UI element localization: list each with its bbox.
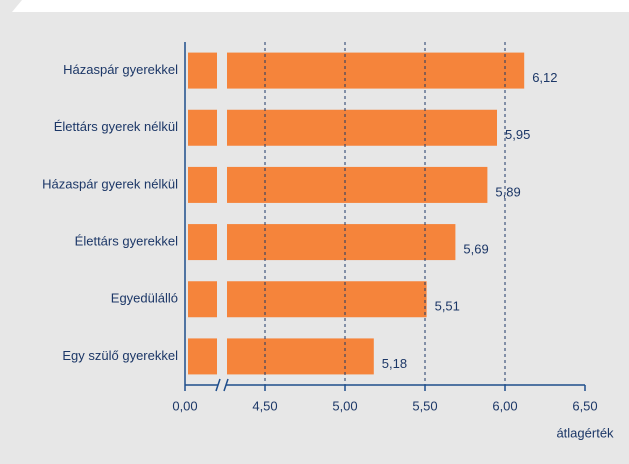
value-label: 5,51 xyxy=(435,299,460,314)
bar xyxy=(188,52,525,89)
bar xyxy=(188,166,488,203)
category-label: Élettárs gyerek nélkül xyxy=(54,119,178,134)
axis-break xyxy=(215,378,221,392)
bar xyxy=(188,224,456,261)
x-tick-label: 5,00 xyxy=(332,398,357,413)
category-label: Házaspár gyerek nélkül xyxy=(42,176,178,191)
x-tick-label: 6,00 xyxy=(492,398,517,413)
value-label: 6,12 xyxy=(532,70,557,85)
panel-tab xyxy=(0,0,22,12)
bar-break-gap xyxy=(217,42,227,389)
category-label: Élettárs gyerekkel xyxy=(75,234,178,249)
value-label: 5,18 xyxy=(382,356,407,371)
category-label: Házaspár gyerekkel xyxy=(63,62,178,77)
bar xyxy=(188,338,374,375)
category-label: Egyedülálló xyxy=(111,291,178,306)
value-label: 5,89 xyxy=(495,184,520,199)
category-label: Egy szülő gyerekkel xyxy=(62,348,178,363)
x-tick-label: 6,50 xyxy=(572,398,597,413)
value-label: 5,69 xyxy=(463,242,488,257)
x-tick-label: 5,50 xyxy=(412,398,437,413)
x-axis-label: átlagérték xyxy=(556,425,614,440)
bar xyxy=(188,109,497,146)
x-tick-label: 4,50 xyxy=(252,398,277,413)
axis-break xyxy=(223,378,229,392)
bar xyxy=(188,281,427,318)
x-tick-label: 0,00 xyxy=(172,398,197,413)
value-label: 5,95 xyxy=(505,127,530,142)
